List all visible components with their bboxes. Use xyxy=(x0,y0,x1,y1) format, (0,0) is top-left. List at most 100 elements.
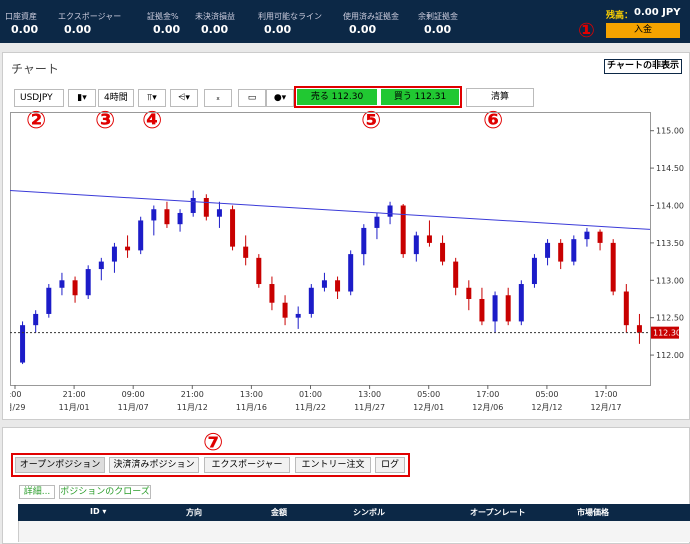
x-tick-label: 12月/06 xyxy=(472,403,503,412)
trendline xyxy=(10,190,651,230)
candle-body xyxy=(308,287,314,314)
candle-body xyxy=(33,313,39,326)
candle-body xyxy=(505,295,511,322)
tool-button[interactable]: ●▾ xyxy=(266,89,294,107)
candle-body xyxy=(98,261,104,270)
hide-chart-button[interactable]: チャートの非表示 xyxy=(604,59,682,74)
candle-body xyxy=(243,246,249,258)
tool-button[interactable]: ₓ xyxy=(204,89,232,107)
x-tick-label: 12月/12 xyxy=(531,403,562,412)
candle-body xyxy=(20,325,26,363)
timeframe-select[interactable]: 4時間 xyxy=(98,89,134,107)
x-tick-label: 12月/01 xyxy=(413,403,444,412)
x-tick-label: 11月/12 xyxy=(177,403,208,412)
table-header xyxy=(18,504,690,521)
tool-button[interactable]: ⫪▾ xyxy=(138,89,166,107)
last-price-label: 112.30 xyxy=(653,329,681,338)
candle-body xyxy=(361,227,367,255)
tab[interactable]: ログ xyxy=(375,457,405,473)
column-header: オープンレート xyxy=(470,508,526,517)
symbol-select[interactable]: USDJPY xyxy=(14,89,64,107)
candle-body xyxy=(59,280,65,288)
last-price-tag xyxy=(651,326,679,339)
stat-label: 利用可能なライン xyxy=(258,12,322,21)
y-tick-label: 112.00 xyxy=(656,351,684,360)
x-tick-label: 13:00 xyxy=(240,390,263,399)
stat-value: 0.00 xyxy=(201,23,229,36)
marker: ① xyxy=(578,18,595,42)
close-button[interactable]: 清算 xyxy=(466,88,534,107)
x-tick-label: 11月/22 xyxy=(295,403,326,412)
x-tick-label: 11月/27 xyxy=(354,403,385,412)
stat-value: 0.00 xyxy=(264,23,292,36)
y-tick-label: 112.50 xyxy=(656,314,684,323)
candle-body xyxy=(479,298,485,322)
tab[interactable]: エクスポージャー xyxy=(204,457,290,473)
candle-body xyxy=(440,242,446,262)
candle-body xyxy=(190,198,196,213)
candle-body xyxy=(492,295,498,322)
tab[interactable]: オープンポジション xyxy=(15,457,105,473)
tab[interactable]: エントリー注文 xyxy=(295,457,371,473)
x-tick-label: 11月/01 xyxy=(59,403,90,412)
candle-body xyxy=(348,254,354,292)
candle-body xyxy=(230,209,236,247)
column-header: 市場価格 xyxy=(577,508,609,517)
x-tick-label: 12月/17 xyxy=(590,403,621,412)
candle-body xyxy=(374,216,380,228)
y-tick-label: 115.00 xyxy=(656,127,684,136)
candle-body xyxy=(125,246,131,251)
x-tick-label: 17:00 xyxy=(594,390,617,399)
candle-body xyxy=(203,198,209,217)
y-tick-label: 113.50 xyxy=(656,239,684,248)
buy-button[interactable]: 買う 112.31 xyxy=(381,89,459,105)
chart-panel xyxy=(2,52,690,420)
stat-label: 口座資産 xyxy=(5,12,37,21)
tab[interactable]: 決済済みポジション xyxy=(109,457,199,473)
x-tick-label: 11月/16 xyxy=(236,403,267,412)
candle-body xyxy=(636,325,642,333)
tool-button[interactable]: ▭ xyxy=(238,89,266,107)
x-tick-label: :00 xyxy=(10,390,21,399)
candle-body xyxy=(256,257,262,285)
stat-label: 未決済損益 xyxy=(195,12,235,21)
y-tick-label: 114.50 xyxy=(656,164,684,173)
tool-button[interactable]: ▮▾ xyxy=(68,89,96,107)
deposit-button[interactable]: 入金 xyxy=(606,23,680,38)
candle-body xyxy=(558,242,564,262)
candle-body xyxy=(269,284,275,303)
x-tick-label: 05:00 xyxy=(417,390,440,399)
balance-label: 残高： xyxy=(606,11,634,21)
candle-body xyxy=(426,235,432,243)
y-tick-label: 113.00 xyxy=(656,276,684,285)
column-header: 金額 xyxy=(271,508,287,517)
tabs-box xyxy=(11,453,410,477)
candle-body xyxy=(138,220,144,251)
candle-body xyxy=(282,302,288,318)
x-tick-label: 01:00 xyxy=(299,390,322,399)
stat-label: 余剰証拠金 xyxy=(418,12,458,21)
candle-body xyxy=(413,235,419,255)
candle-body xyxy=(571,239,577,262)
stat-value: 0.00 xyxy=(11,23,39,36)
x-tick-label: 13:00 xyxy=(358,390,381,399)
column-header: シンボル xyxy=(353,508,385,517)
action-button[interactable]: 詳細... xyxy=(19,485,55,499)
candle-body xyxy=(72,280,78,296)
candle-body xyxy=(85,269,91,296)
stat-label: 証拠金% xyxy=(147,12,179,21)
x-tick-label: 11月/07 xyxy=(118,403,149,412)
candle-body xyxy=(545,242,551,258)
x-tick-label: 09:00 xyxy=(122,390,145,399)
top-bar xyxy=(0,0,690,43)
x-tick-label: 21:00 xyxy=(181,390,204,399)
x-tick-label: 月/29 xyxy=(10,403,25,412)
stat-label: 使用済み証拠金 xyxy=(343,12,399,21)
sell-button[interactable]: 売る 112.30 xyxy=(297,89,377,105)
x-tick-label: 21:00 xyxy=(63,390,86,399)
candle-body xyxy=(531,257,537,285)
candle-body xyxy=(164,209,170,225)
tool-button[interactable]: ⩤▾ xyxy=(170,89,198,107)
candle-body xyxy=(295,313,301,318)
action-button[interactable]: ポジションのクローズ xyxy=(59,485,151,499)
